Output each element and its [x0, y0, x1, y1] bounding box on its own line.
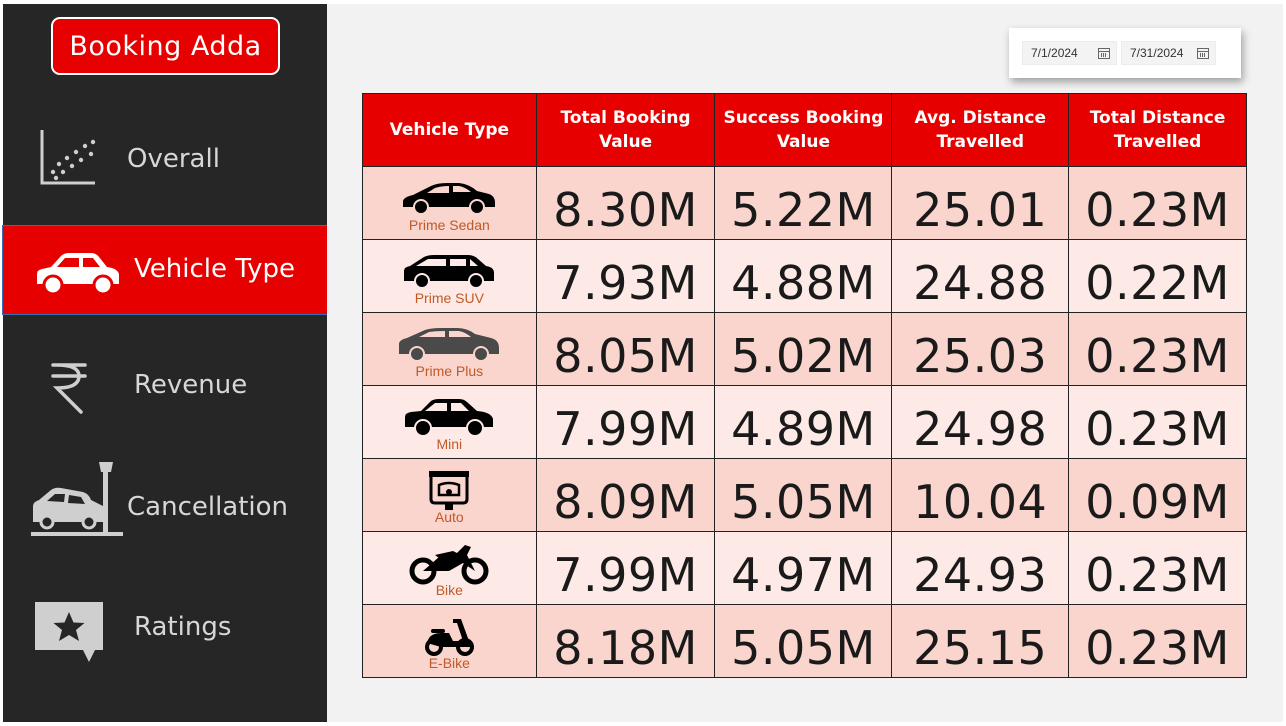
avg-distance-cell: 24.98: [891, 385, 1070, 459]
start-date-input[interactable]: 7/1/2024: [1022, 41, 1117, 65]
total-distance-cell: 0.23M: [1068, 604, 1247, 678]
avg-distance-cell: 25.01: [891, 166, 1070, 240]
table-row: Auto 8.09M 5.05M 10.04 0.09M: [362, 458, 1247, 532]
brand-logo[interactable]: Booking Adda: [51, 17, 280, 75]
mini-car-icon: [403, 398, 495, 437]
motorbike-icon: [409, 544, 489, 584]
star-message-icon: [33, 600, 105, 666]
vehicle-cell: Prime SUV: [362, 239, 537, 313]
crashed-car-icon: [31, 458, 125, 538]
main-content: 7/1/2024 7/31/2024 Vehicle Type Total Bo…: [327, 4, 1283, 722]
success-booking-cell: 5.05M: [714, 458, 893, 532]
nav-item-overall[interactable]: Overall: [3, 112, 327, 206]
total-distance-cell: 0.23M: [1068, 531, 1247, 605]
total-booking-cell: 8.05M: [535, 312, 716, 386]
vehicle-cell: Auto: [362, 458, 537, 532]
nav-item-cancellation[interactable]: Cancellation: [3, 454, 327, 542]
scatter-chart-icon: [39, 128, 97, 186]
nav-label-revenue: Revenue: [134, 370, 248, 400]
avg-distance-cell: 25.15: [891, 604, 1070, 678]
vehicle-name: Auto: [434, 508, 464, 525]
vehicle-name: Prime Plus: [415, 362, 484, 379]
end-date-input[interactable]: 7/31/2024: [1121, 41, 1216, 65]
total-booking-cell: 8.18M: [535, 604, 716, 678]
column-header-total-distance[interactable]: Total Distance Travelled: [1068, 93, 1247, 167]
premium-car-icon: [397, 326, 501, 362]
car-icon: [33, 250, 123, 296]
table-row: Prime Plus 8.05M 5.02M 25.03 0.23M: [362, 312, 1247, 386]
column-header-avg-distance[interactable]: Avg. Distance Travelled: [891, 93, 1070, 167]
total-distance-cell: 0.23M: [1068, 312, 1247, 386]
avg-distance-cell: 25.03: [891, 312, 1070, 386]
nav-label-ratings: Ratings: [134, 612, 232, 642]
suv-car-icon: [402, 253, 496, 289]
vehicle-name: Mini: [436, 435, 463, 452]
date-range-filter: 7/1/2024 7/31/2024: [1009, 28, 1241, 78]
total-booking-cell: 8.09M: [535, 458, 716, 532]
total-distance-cell: 0.22M: [1068, 239, 1247, 313]
sedan-car-icon: [401, 180, 497, 216]
vehicle-cell: Prime Sedan: [362, 166, 537, 240]
calendar-icon[interactable]: [1098, 47, 1110, 59]
scooter-icon: [423, 618, 475, 656]
avg-distance-cell: 24.88: [891, 239, 1070, 313]
column-header-total-booking-value[interactable]: Total Booking Value: [535, 93, 716, 167]
nav-label-overall: Overall: [127, 144, 220, 174]
success-booking-cell: 5.02M: [714, 312, 893, 386]
table-row: Bike 7.99M 4.97M 24.93 0.23M: [362, 531, 1247, 605]
success-booking-cell: 4.89M: [714, 385, 893, 459]
vehicle-cell: Prime Plus: [362, 312, 537, 386]
avg-distance-cell: 10.04: [891, 458, 1070, 532]
success-booking-cell: 5.22M: [714, 166, 893, 240]
table-header-row: Vehicle Type Total Booking Value Success…: [362, 93, 1247, 167]
sidebar: Booking Adda Overall: [2, 4, 328, 722]
start-date-value: 7/1/2024: [1031, 46, 1078, 60]
success-booking-cell: 4.88M: [714, 239, 893, 313]
vehicle-type-table: Vehicle Type Total Booking Value Success…: [362, 93, 1247, 678]
total-distance-cell: 0.09M: [1068, 458, 1247, 532]
total-booking-cell: 7.99M: [535, 531, 716, 605]
table-row: Prime SUV 7.93M 4.88M 24.88 0.22M: [362, 239, 1247, 313]
vehicle-name: Bike: [435, 581, 463, 598]
nav-label-cancellation: Cancellation: [127, 492, 289, 522]
table-row: Prime Sedan 8.30M 5.22M 25.01 0.23M: [362, 166, 1247, 240]
vehicle-name: E-Bike: [428, 654, 470, 671]
column-header-success-booking-value[interactable]: Success Booking Value: [714, 93, 893, 167]
success-booking-cell: 5.05M: [714, 604, 893, 678]
calendar-icon[interactable]: [1197, 47, 1209, 59]
vehicle-name: Prime Sedan: [408, 216, 490, 233]
total-booking-cell: 7.99M: [535, 385, 716, 459]
table-row: E-Bike 8.18M 5.05M 25.15 0.23M: [362, 604, 1247, 678]
auto-rickshaw-icon: [423, 470, 475, 510]
vehicle-cell: E-Bike: [362, 604, 537, 678]
vehicle-cell: Mini: [362, 385, 537, 459]
rupee-icon: [49, 360, 89, 416]
total-distance-cell: 0.23M: [1068, 166, 1247, 240]
table-row: Mini 7.99M 4.89M 24.98 0.23M: [362, 385, 1247, 459]
total-booking-cell: 8.30M: [535, 166, 716, 240]
avg-distance-cell: 24.93: [891, 531, 1070, 605]
column-header-vehicle-type[interactable]: Vehicle Type: [362, 93, 537, 167]
total-distance-cell: 0.23M: [1068, 385, 1247, 459]
nav-item-vehicle-type[interactable]: Vehicle Type: [2, 225, 328, 315]
end-date-value: 7/31/2024: [1130, 46, 1184, 60]
nav-item-revenue[interactable]: Revenue: [3, 350, 327, 422]
vehicle-cell: Bike: [362, 531, 537, 605]
nav-label-vehicle-type: Vehicle Type: [134, 254, 295, 284]
total-booking-cell: 7.93M: [535, 239, 716, 313]
vehicle-name: Prime SUV: [414, 289, 484, 306]
nav-item-ratings[interactable]: Ratings: [3, 590, 327, 674]
success-booking-cell: 4.97M: [714, 531, 893, 605]
